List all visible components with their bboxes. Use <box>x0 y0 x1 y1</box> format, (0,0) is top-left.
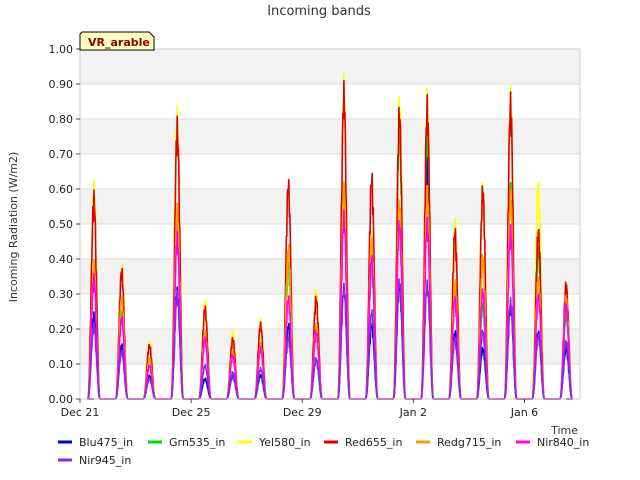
plot-band <box>80 259 580 294</box>
y-tick-label: 0.30 <box>49 288 74 301</box>
legend-label: Nir945_in <box>79 454 131 467</box>
y-tick-label: 0.20 <box>49 323 74 336</box>
y-tick-label: 0.40 <box>49 253 74 266</box>
x-axis-ticks: Dec 21 Dec 25 Dec 29 Jan 2 Jan 6 <box>61 399 538 419</box>
y-tick-label: 0.00 <box>49 393 74 406</box>
x-tick-label: Dec 25 <box>172 406 211 419</box>
y-tick-label: 0.50 <box>49 218 74 231</box>
plot-band <box>80 119 580 154</box>
legend-label: Red655_in <box>345 436 402 449</box>
badge-label: VR_arable <box>88 36 150 49</box>
x-tick-label: Jan 6 <box>510 406 538 419</box>
x-tick-label: Dec 29 <box>283 406 322 419</box>
x-tick-label: Dec 21 <box>61 406 100 419</box>
x-tick-label: Jan 2 <box>399 406 427 419</box>
y-axis-ticks: 0.00 0.10 0.20 0.30 0.40 0.50 0.60 0.70 0.80 0.90… <box>49 43 80 406</box>
chart-badge: VR_arable <box>79 31 155 51</box>
plot-band <box>80 49 580 84</box>
y-tick-label: 0.10 <box>49 358 74 371</box>
y-tick-label: 0.80 <box>49 113 74 126</box>
x-axis-title: Time <box>550 424 578 437</box>
legend-label: Redg715_in <box>437 436 501 449</box>
legend: Blu475_in Grn535_in Yel580_in Red655_in Redg… <box>58 436 589 467</box>
legend-label: Nir840_in <box>537 436 589 449</box>
chart-title: Incoming bands <box>267 4 371 19</box>
legend-label: Grn535_in <box>169 436 225 449</box>
y-tick-label: 1.00 <box>49 43 74 56</box>
legend-label: Yel580_in <box>258 436 311 449</box>
y-tick-label: 0.70 <box>49 148 74 161</box>
y-tick-label: 0.90 <box>49 78 74 91</box>
legend-label: Blu475_in <box>79 436 133 449</box>
plot-band <box>80 329 580 364</box>
y-axis-title: Incoming Radiation (W/m2) <box>7 152 20 303</box>
plot-band <box>80 189 580 224</box>
badge-box <box>79 31 155 51</box>
y-tick-label: 0.60 <box>49 183 74 196</box>
